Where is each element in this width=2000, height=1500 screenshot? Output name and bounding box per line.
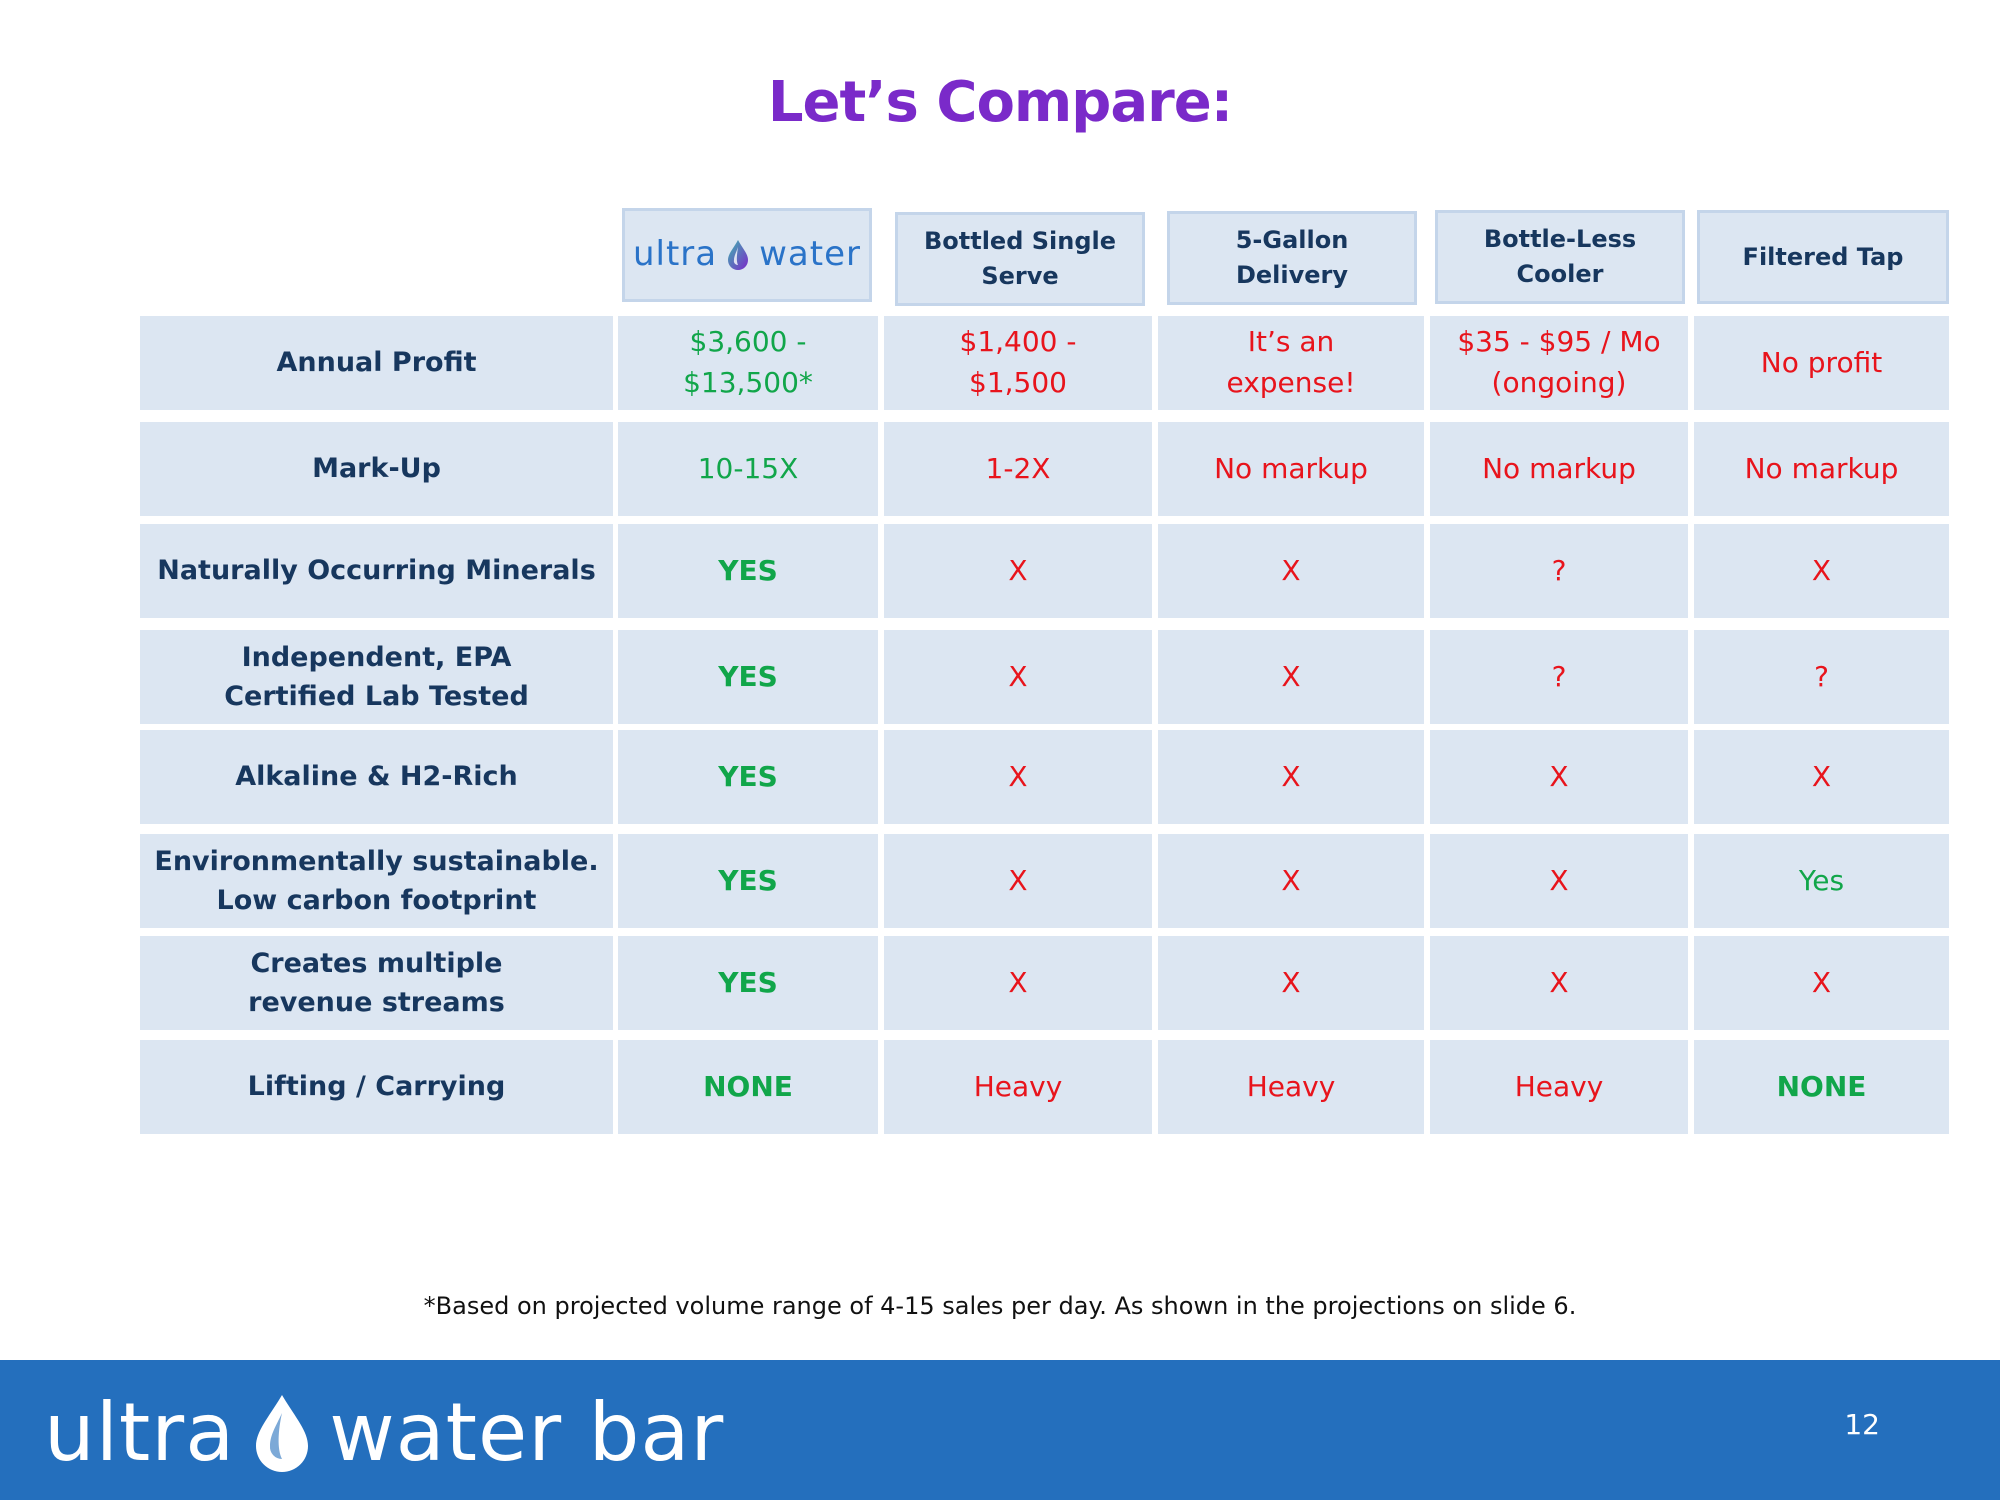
table-cell: YES (618, 834, 878, 928)
header-ultra-water-logo: ultra water (622, 208, 872, 302)
table-cell: Heavy (1158, 1040, 1424, 1134)
table-cell: YES (618, 730, 878, 824)
table-cell: YES (618, 630, 878, 724)
row-label: Mark-Up (140, 422, 613, 516)
table-cell: X (1158, 730, 1424, 824)
table-cell: X (1158, 630, 1424, 724)
table-cell: Heavy (884, 1040, 1152, 1134)
table-cell: No markup (1158, 422, 1424, 516)
footer-bar: ultra water bar 12 (0, 1360, 2000, 1500)
table-cell: X (1430, 730, 1688, 824)
row-label: Alkaline & H2-Rich (140, 730, 613, 824)
brand-word-ultra: ultra (44, 1386, 236, 1479)
table-cell: ? (1430, 630, 1688, 724)
table-cell: $1,400 - $1,500 (884, 316, 1152, 410)
table-cell: No markup (1430, 422, 1688, 516)
table-cell: X (1158, 524, 1424, 618)
water-drop-icon (256, 1394, 309, 1472)
table-cell: NONE (618, 1040, 878, 1134)
table-cell: ? (1430, 524, 1688, 618)
table-cell: Heavy (1430, 1040, 1688, 1134)
row-label: Naturally Occurring Minerals (140, 524, 613, 618)
table-cell: X (1694, 524, 1949, 618)
table-cell: X (1694, 730, 1949, 824)
brand-word-water-bar: water bar (329, 1386, 725, 1479)
row-label: Independent, EPA Certified Lab Tested (140, 630, 613, 724)
footer-brand-logo: ultra water bar (44, 1386, 724, 1479)
table-cell: X (1158, 834, 1424, 928)
table-cell: X (884, 630, 1152, 724)
table-cell: NONE (1694, 1040, 1949, 1134)
header-bottled-single-serve: Bottled Single Serve (895, 212, 1145, 306)
row-label: Annual Profit (140, 316, 613, 410)
table-cell: 1-2X (884, 422, 1152, 516)
table-cell: X (884, 936, 1152, 1030)
water-drop-icon (728, 239, 749, 270)
row-label: Lifting / Carrying (140, 1040, 613, 1134)
footnote: *Based on projected volume range of 4-15… (423, 1292, 1577, 1320)
table-cell: ? (1694, 630, 1949, 724)
table-cell: X (1430, 834, 1688, 928)
table-cell: $35 - $95 / Mo (ongoing) (1430, 316, 1688, 410)
table-cell: X (884, 730, 1152, 824)
table-cell: X (1694, 936, 1949, 1030)
table-cell: YES (618, 524, 878, 618)
table-cell: 10-15X (618, 422, 878, 516)
row-label: Creates multiple revenue streams (140, 936, 613, 1030)
logo-word-ultra: ultra (632, 234, 718, 275)
header-5-gallon-delivery: 5-Gallon Delivery (1167, 211, 1417, 305)
page-number: 12 (1844, 1408, 1880, 1441)
page-title: Let’s Compare: (767, 70, 1233, 135)
table-cell: It’s an expense! (1158, 316, 1424, 410)
table-cell: $3,600 - $13,500* (618, 316, 878, 410)
table-cell: X (1158, 936, 1424, 1030)
table-cell: X (884, 834, 1152, 928)
logo-word-water: water (759, 234, 861, 275)
header-bottle-less-cooler: Bottle-Less Cooler (1435, 210, 1685, 304)
table-cell: Yes (1694, 834, 1949, 928)
table-cell: X (884, 524, 1152, 618)
table-cell: X (1430, 936, 1688, 1030)
table-cell: No profit (1694, 316, 1949, 410)
header-filtered-tap: Filtered Tap (1697, 210, 1949, 304)
row-label: Environmentally sustainable. Low carbon f… (140, 834, 613, 928)
table-cell: YES (618, 936, 878, 1030)
table-cell: No markup (1694, 422, 1949, 516)
